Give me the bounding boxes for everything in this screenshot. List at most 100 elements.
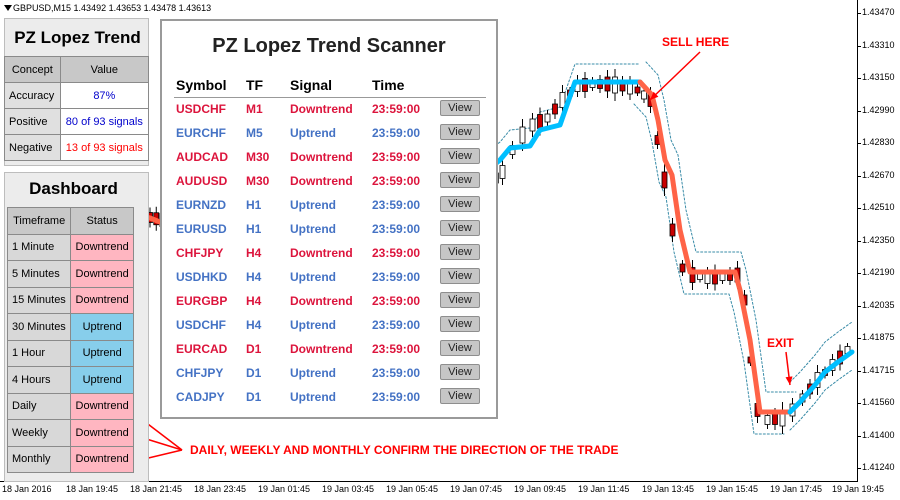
price-tick: [857, 240, 861, 242]
scanner-row: USDHKD H4 Uptrend 23:59:00 View: [176, 268, 486, 290]
time-label: 18 Jan 23:45: [194, 484, 247, 494]
view-button[interactable]: View: [440, 340, 480, 356]
view-button[interactable]: View: [440, 268, 480, 284]
candle-body: [559, 92, 566, 108]
price-tick: [857, 468, 861, 469]
scanner-time: 23:59:00: [372, 366, 421, 380]
time-label: 19 Jan 03:45: [322, 484, 375, 494]
scanner-row: CHFJPY D1 Uptrend 23:59:00 View: [176, 364, 486, 386]
price-tick: [857, 403, 861, 404]
column-header: Concept: [4, 56, 61, 83]
trend-scanner-panel: PZ Lopez Trend Scanner Symbol TF Signal …: [160, 19, 498, 419]
scanner-signal: Downtrend: [290, 174, 353, 188]
dropdown-arrow-icon[interactable]: [4, 5, 12, 11]
dashboard-table: Timeframe Status 1 Minute Downtrend 5 Min…: [6, 207, 134, 473]
scanner-tf: M1: [246, 102, 263, 116]
scanner-time: 23:59:00: [372, 342, 421, 356]
scanner-row: AUDUSD M30 Downtrend 23:59:00 View: [176, 172, 486, 194]
candle-body: [689, 267, 696, 283]
price-tick: [857, 208, 861, 209]
view-button[interactable]: View: [440, 244, 480, 260]
scanner-time: 23:59:00: [372, 102, 421, 116]
candle-body: [772, 413, 778, 425]
timeframe-label: 30 Minutes: [6, 313, 72, 341]
time-label: 18 Jan 19:45: [66, 484, 119, 494]
price-tick: [857, 370, 861, 372]
timeframe-label: 5 Minutes: [6, 260, 72, 288]
view-button[interactable]: View: [440, 172, 480, 188]
timeframe-status: Uptrend: [70, 366, 134, 394]
candle-body: [612, 76, 618, 94]
scanner-signal: Uptrend: [290, 126, 336, 140]
scanner-row: AUDCAD M30 Downtrend 23:59:00 View: [176, 148, 486, 170]
price-tick: [857, 175, 861, 177]
channel-line: [229, 63, 641, 211]
scanner-tf: M5: [246, 126, 263, 140]
column-header: Value: [59, 56, 150, 83]
candle-body: [544, 113, 551, 123]
candle-body: [582, 78, 588, 92]
candle-body: [719, 273, 726, 281]
time-label: 19 Jan 05:45: [386, 484, 439, 494]
candle-body: [552, 103, 558, 115]
price-label: 1.42510: [862, 202, 895, 212]
price-tick: [857, 78, 861, 79]
view-button[interactable]: View: [440, 196, 480, 212]
scanner-time: 23:59:00: [372, 318, 421, 332]
scanner-signal: Downtrend: [290, 246, 353, 260]
price-label: 1.43150: [862, 72, 895, 82]
column-header-tf: TF: [246, 77, 264, 93]
view-button[interactable]: View: [440, 100, 480, 116]
scanner-tf: H1: [246, 198, 262, 212]
scanner-time: 23:59:00: [372, 246, 421, 260]
price-label: 1.42190: [862, 267, 895, 277]
scanner-signal: Downtrend: [290, 150, 353, 164]
column-header-symbol: Symbol: [176, 77, 227, 93]
scanner-symbol: AUDUSD: [176, 174, 228, 188]
scanner-header-row: Symbol TF Signal Time: [176, 77, 486, 93]
timeframe-label: 15 Minutes: [6, 286, 72, 314]
view-button[interactable]: View: [440, 220, 480, 236]
view-button[interactable]: View: [440, 292, 480, 308]
view-button[interactable]: View: [440, 124, 480, 140]
candle-body: [679, 263, 686, 273]
price-tick: [857, 273, 861, 274]
scanner-symbol: EURGBP: [176, 294, 228, 308]
timeframe-status: Uptrend: [70, 339, 134, 367]
price-label: 1.41875: [862, 332, 895, 342]
scanner-symbol: CHFJPY: [176, 366, 224, 380]
view-button[interactable]: View: [440, 364, 480, 380]
price-label: 1.41560: [862, 397, 895, 407]
view-button[interactable]: View: [440, 388, 480, 404]
scanner-time: 23:59:00: [372, 294, 421, 308]
channel-line: [789, 369, 853, 431]
price-label: 1.42350: [862, 234, 895, 245]
sell-arrow: [649, 51, 701, 101]
view-button[interactable]: View: [440, 316, 480, 332]
price-tick: [857, 45, 861, 47]
time-label: 19 Jan 09:45: [514, 484, 567, 494]
time-label: 19 Jan 07:45: [450, 484, 503, 494]
scanner-symbol: USDCHF: [176, 102, 226, 116]
price-label: 1.43470: [862, 7, 895, 17]
scanner-symbol: EURCAD: [176, 342, 228, 356]
column-header-time: Time: [372, 77, 405, 93]
price-label: 1.41400: [862, 429, 895, 440]
scanner-signal: Uptrend: [290, 198, 336, 212]
scanner-symbol: EURCHF: [176, 126, 226, 140]
sell-here-annotation: SELL HERE: [662, 35, 730, 49]
scanner-signal: Uptrend: [290, 366, 336, 380]
candle-body: [537, 114, 543, 129]
scanner-signal: Downtrend: [290, 102, 353, 116]
timeframe-status: Downtrend: [70, 392, 134, 420]
concept-value: 13 of 93 signals: [59, 134, 150, 161]
timeframe-status: Downtrend: [70, 260, 134, 288]
concept-value: 87%: [59, 82, 150, 109]
scanner-tf: D1: [246, 390, 262, 404]
channel-line: [645, 61, 797, 393]
view-button[interactable]: View: [440, 148, 480, 164]
chart-ohlc: 1.43492 1.43653 1.43478 1.43613: [73, 3, 212, 13]
timeframe-status: Downtrend: [70, 286, 134, 314]
scanner-tf: D1: [246, 366, 262, 380]
timeframe-status: Downtrend: [70, 233, 134, 261]
